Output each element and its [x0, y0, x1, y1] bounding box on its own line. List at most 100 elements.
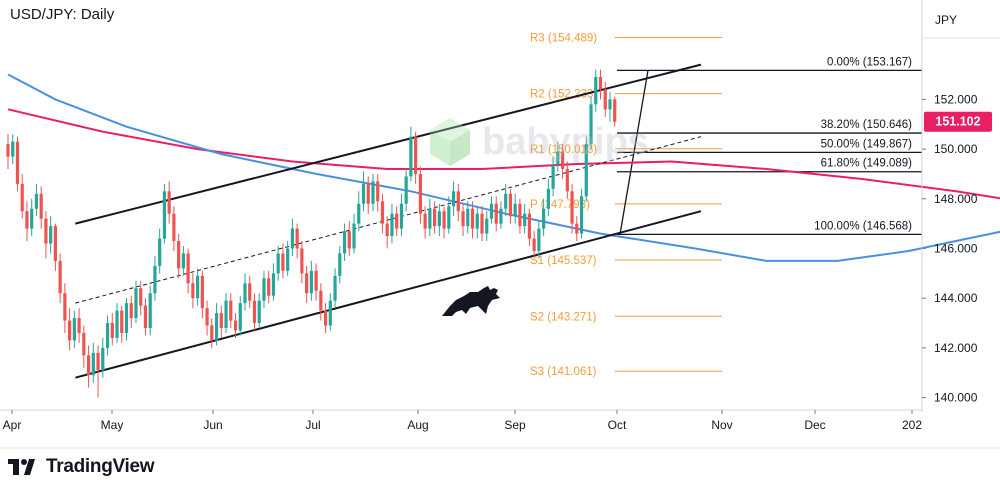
candle-body	[579, 196, 584, 234]
pivot-label: R3 (154.489)	[530, 33, 597, 45]
candle-body	[565, 168, 569, 192]
candle-body	[86, 355, 91, 376]
fib-label: 50.00% (149.867)	[821, 138, 913, 150]
candle-body	[248, 283, 252, 301]
candle-body	[77, 318, 81, 333]
candle-body	[290, 228, 294, 249]
y-tick-label: 142.000	[934, 341, 978, 355]
x-tick-label: Sep	[504, 418, 526, 432]
candle-body	[205, 308, 209, 326]
candle-body	[475, 213, 479, 229]
candle-body	[58, 260, 62, 294]
y-tick-label: 148.000	[934, 192, 978, 206]
x-tick-label: Oct	[608, 418, 627, 432]
chart-title: USD/JPY: Daily	[10, 6, 115, 23]
babypips-watermark: babypips	[420, 112, 670, 202]
candle-body	[485, 218, 489, 234]
candle-body	[323, 310, 328, 326]
candle-body	[546, 188, 550, 209]
candle-body	[480, 213, 484, 234]
candle-body	[276, 253, 280, 274]
candle-body	[39, 193, 43, 219]
candle-body	[437, 211, 441, 227]
candle-body	[262, 278, 266, 301]
x-tick-label: 202	[902, 418, 922, 432]
candle-body	[594, 77, 598, 105]
candle-body	[314, 270, 318, 291]
y-tick-label: 146.000	[934, 241, 978, 255]
candle-body	[129, 303, 133, 319]
candle-body	[575, 223, 579, 234]
candle-body	[148, 293, 152, 328]
currency-label: JPY	[935, 13, 957, 27]
candle-body	[200, 275, 204, 309]
candle-body	[357, 203, 361, 224]
candle-body	[347, 231, 351, 249]
candle-body	[63, 293, 67, 321]
candle-body	[489, 203, 494, 219]
x-tick-label: Dec	[804, 418, 825, 432]
axes: JPY 140.000 142.000 144.000 146.000 148.000 15…	[0, 0, 1000, 449]
pivot-label: S1 (145.537)	[530, 255, 597, 267]
fibonacci-levels: 0.00% (153.167) 38.20% (150.646) 50.00% (1…	[617, 56, 922, 236]
candle-body	[300, 248, 304, 274]
candle-body	[409, 136, 413, 177]
candle-body	[527, 213, 531, 239]
candle-body	[257, 300, 261, 324]
candle-body	[366, 183, 370, 204]
candle-body	[513, 203, 517, 217]
x-tick-label: Jul	[305, 418, 320, 432]
candle-body	[461, 211, 465, 227]
candle-body	[271, 273, 276, 296]
candle-body	[214, 313, 219, 341]
y-tick-label: 140.000	[934, 391, 978, 405]
candle-body	[143, 305, 148, 328]
candle-body	[451, 191, 456, 207]
candle-body	[286, 248, 290, 271]
candle-body	[34, 193, 39, 209]
candle-body	[177, 241, 181, 269]
candle-body	[613, 99, 617, 122]
candle-body	[518, 203, 522, 227]
candle-body	[376, 181, 380, 202]
pivot-lines: R3 (154.489) R2 (152.233) R1 (150.013) P (1…	[530, 33, 722, 378]
candle-body	[508, 193, 513, 217]
candle-body	[295, 228, 299, 249]
candle-body	[603, 89, 607, 110]
sma-slow-line	[7, 108, 1000, 200]
candle-body	[167, 191, 171, 214]
candle-body	[556, 151, 560, 164]
candle-body	[15, 141, 20, 184]
candle-body	[30, 208, 34, 229]
y-tick-label: 150.000	[934, 142, 978, 156]
candle-body	[101, 347, 105, 371]
candle-body	[281, 253, 285, 271]
candle-body	[219, 313, 223, 328]
tradingview-wordmark: TradingView	[46, 456, 155, 477]
candle-body	[361, 183, 366, 204]
candle-body	[110, 323, 114, 338]
candle-body	[68, 320, 72, 341]
fib-label: 0.00% (153.167)	[827, 56, 912, 68]
candle-body	[49, 226, 53, 244]
candle-body	[238, 303, 242, 331]
y-tick-label: 144.000	[934, 291, 978, 305]
candle-body	[414, 136, 418, 174]
candle-body	[105, 323, 110, 348]
candle-body	[196, 275, 200, 299]
tradingview-mark-icon	[8, 459, 40, 475]
candle-body	[589, 104, 593, 145]
candle-body	[96, 352, 100, 371]
candle-body	[418, 173, 422, 214]
candle-body	[53, 226, 57, 261]
candle-body	[404, 176, 408, 204]
candle-body	[191, 283, 195, 299]
candle-body	[328, 300, 332, 326]
candle-body	[25, 211, 29, 229]
candle-body	[267, 278, 271, 296]
x-tick-label: Aug	[407, 418, 428, 432]
pivot-label: S3 (141.061)	[530, 366, 597, 378]
pivot-label: R2 (152.233)	[530, 89, 597, 101]
candle-body	[551, 164, 555, 189]
